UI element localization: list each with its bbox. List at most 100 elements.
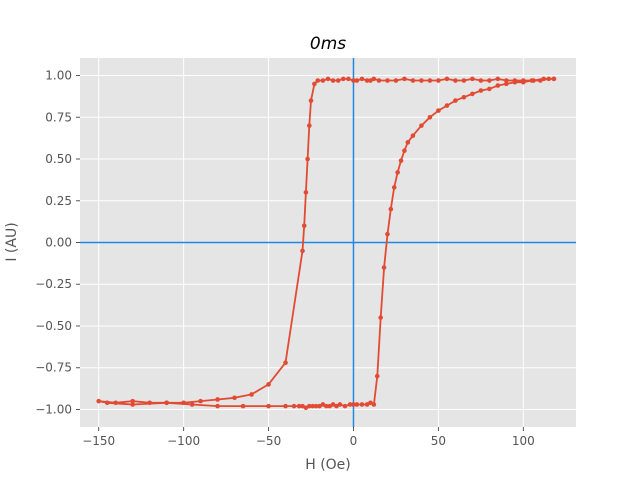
y-tick-label: −1.00 xyxy=(35,402,72,416)
data-point xyxy=(427,114,433,120)
data-point xyxy=(266,403,271,409)
data-point xyxy=(301,223,307,229)
data-point xyxy=(351,78,356,83)
y-tick-label: −0.50 xyxy=(35,319,72,333)
data-point xyxy=(334,403,339,409)
data-point xyxy=(347,402,353,407)
data-point xyxy=(317,403,322,409)
data-point xyxy=(215,397,220,402)
data-point xyxy=(461,78,467,83)
data-point xyxy=(300,248,305,254)
data-point xyxy=(521,79,526,85)
data-point xyxy=(312,81,317,87)
y-tick-label: 0.25 xyxy=(45,194,72,208)
data-point xyxy=(541,76,547,82)
data-point xyxy=(453,78,458,83)
reference-lines xyxy=(80,58,576,427)
data-point xyxy=(340,76,346,82)
data-point xyxy=(240,403,246,409)
data-point xyxy=(444,76,450,82)
x-tick-label: −100 xyxy=(167,434,200,448)
y-tick-label: −0.75 xyxy=(35,361,72,375)
y-tick-label: 1.00 xyxy=(45,69,72,83)
x-tick-label: 50 xyxy=(431,434,446,448)
data-point xyxy=(546,76,552,82)
y-ticks: −1.00 −0.75 −0.50 −0.25 0.00 0.25 0.50 0.75 1.00 xyxy=(35,69,80,416)
data-point xyxy=(307,403,312,409)
x-axis-label: H (Oe) xyxy=(305,457,351,473)
data-point xyxy=(181,400,186,406)
data-point xyxy=(359,76,365,82)
data-point xyxy=(487,78,492,83)
data-point xyxy=(436,108,441,113)
data-point xyxy=(130,402,135,407)
data-point xyxy=(398,158,404,163)
data-point xyxy=(538,78,543,83)
data-point xyxy=(359,402,365,407)
data-point xyxy=(198,398,203,404)
data-point xyxy=(147,400,152,406)
data-point xyxy=(337,402,343,407)
data-point xyxy=(402,148,407,153)
data-point xyxy=(96,398,101,404)
data-point xyxy=(551,76,557,82)
data-point xyxy=(104,400,110,406)
data-point xyxy=(305,156,310,162)
data-point xyxy=(444,103,450,108)
data-point xyxy=(325,76,331,82)
data-point xyxy=(495,83,501,88)
data-point xyxy=(495,76,501,82)
y-tick-label: 0.50 xyxy=(45,152,72,166)
data-point xyxy=(419,123,424,128)
data-point xyxy=(371,76,377,82)
data-point xyxy=(391,185,397,190)
data-point xyxy=(436,78,441,83)
data-point xyxy=(504,81,509,87)
x-ticks: −150 −100 −50 0 50 100 xyxy=(82,427,535,448)
data-point xyxy=(388,206,394,212)
data-point xyxy=(385,78,390,83)
data-point xyxy=(330,402,336,407)
data-point xyxy=(342,403,348,409)
data-point xyxy=(130,398,135,404)
data-point xyxy=(283,360,288,366)
data-point xyxy=(283,403,288,409)
y-axis-label: I (AU) xyxy=(4,222,20,261)
data-point xyxy=(232,395,237,401)
data-point xyxy=(354,78,360,83)
data-point xyxy=(368,78,373,83)
data-point xyxy=(266,382,271,387)
data-point xyxy=(504,78,509,83)
data-point xyxy=(364,78,370,83)
y-tick-label: 0.75 xyxy=(45,110,72,124)
data-point xyxy=(189,402,195,407)
data-point xyxy=(470,76,475,82)
data-point xyxy=(113,400,118,406)
data-point xyxy=(453,98,458,103)
series-layer xyxy=(96,76,557,411)
data-point xyxy=(249,392,254,397)
data-point xyxy=(374,373,380,379)
x-tick-label: 0 xyxy=(350,434,358,448)
data-point xyxy=(303,190,309,195)
data-point xyxy=(315,78,321,83)
x-tick-label: −50 xyxy=(256,434,281,448)
data-point xyxy=(371,402,377,407)
data-point xyxy=(303,405,309,411)
data-point xyxy=(461,94,467,100)
data-point xyxy=(378,315,383,320)
data-point xyxy=(215,403,220,409)
chart-title: 0ms xyxy=(310,34,346,54)
data-point xyxy=(410,133,416,138)
data-point xyxy=(307,123,312,128)
x-tick-label: −150 xyxy=(82,434,115,448)
data-point xyxy=(310,403,316,409)
data-point xyxy=(313,403,319,409)
data-point xyxy=(393,78,399,83)
data-point xyxy=(327,403,332,409)
data-point xyxy=(300,403,305,409)
y-tick-label: 0.00 xyxy=(45,236,72,250)
data-point xyxy=(164,400,169,406)
data-point xyxy=(351,402,356,407)
